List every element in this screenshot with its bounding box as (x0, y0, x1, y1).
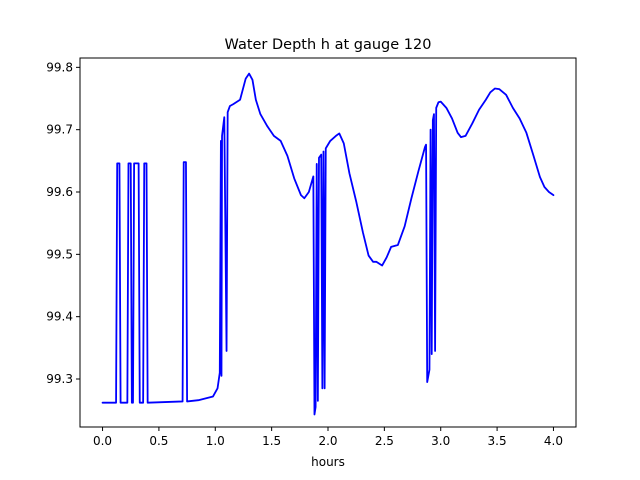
y-tick-label: 99.5 (46, 247, 73, 261)
y-tick-label: 99.8 (46, 60, 73, 74)
chart-title: Water Depth h at gauge 120 (225, 37, 432, 53)
x-axis: 0.0 0.5 1.0 1.5 2.0 2.5 3.0 3.5 4.0 (93, 427, 563, 448)
x-tick-label: 2.0 (318, 434, 337, 448)
x-tick-label: 0.0 (93, 434, 112, 448)
y-tick-label: 99.7 (46, 123, 73, 137)
x-tick-label: 0.5 (149, 434, 168, 448)
x-axis-label: hours (311, 455, 345, 469)
x-tick-label: 1.0 (206, 434, 225, 448)
plot-area (101, 72, 555, 416)
x-tick-label: 3.5 (488, 434, 507, 448)
x-tick-label: 2.5 (375, 434, 394, 448)
x-tick-label: 1.5 (262, 434, 281, 448)
x-tick-label: 4.0 (544, 434, 563, 448)
y-tick-label: 99.6 (46, 185, 73, 199)
series-line-0 (101, 72, 555, 416)
y-tick-label: 99.3 (46, 372, 73, 386)
x-tick-label: 3.0 (431, 434, 450, 448)
y-axis: 99.3 99.4 99.5 99.6 99.7 99.8 (46, 60, 80, 386)
y-tick-label: 99.4 (46, 310, 73, 324)
